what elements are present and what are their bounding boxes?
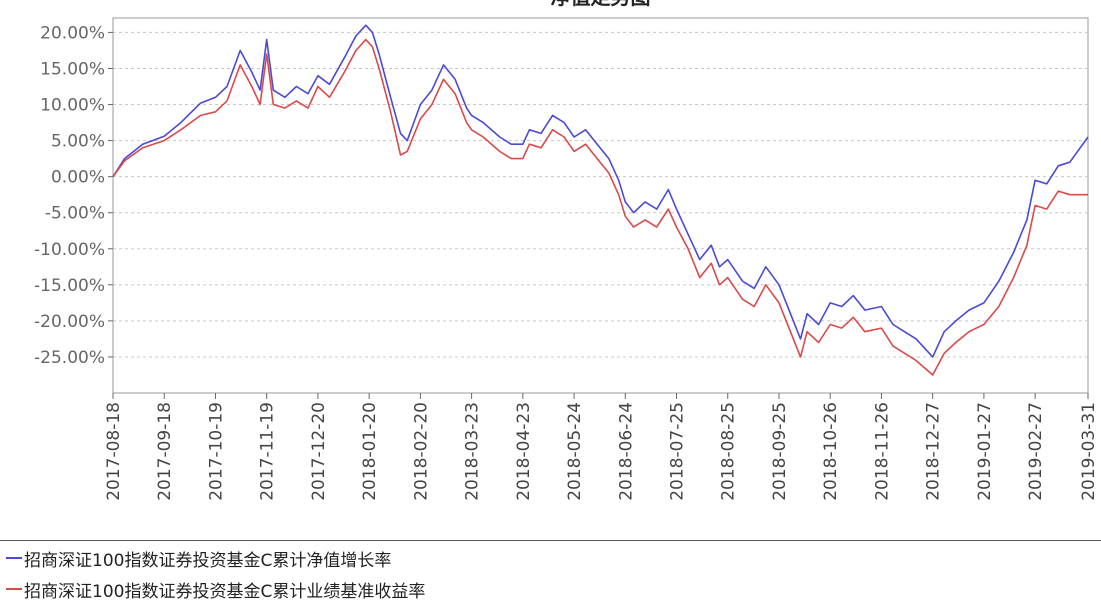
legend: 招商深证100指数证券投资基金C累计净值增长率 招商深证100指数证券投资基金C…	[0, 540, 1101, 605]
y-tick-label: -25.00%	[34, 348, 105, 368]
y-tick-label: -20.00%	[34, 312, 105, 332]
x-tick-label: 2017-10-19	[206, 402, 226, 501]
x-tick-label: 2017-12-20	[309, 402, 329, 501]
x-tick-label: 2018-05-24	[565, 402, 585, 501]
chart-canvas: 净值走势图 20.00% 15.00% 10.00% 5.00% 0.00% -5.00%…	[34, 0, 1099, 501]
plot-area	[112, 17, 1089, 394]
x-tick-label: 2018-03-23	[463, 402, 483, 501]
x-tick-label: 2018-06-24	[616, 402, 636, 501]
y-tick-label: -15.00%	[34, 276, 105, 296]
legend-item-benchmark: 招商深证100指数证券投资基金C累计业绩基准收益率	[6, 575, 425, 603]
series-line-benchmark-return	[112, 38, 1088, 376]
y-axis-ticks: 20.00% 15.00% 10.00% 5.00% 0.00% -5.00% -10.00…	[34, 23, 113, 368]
legend-item-nav: 招商深证100指数证券投资基金C累计净值增长率	[6, 544, 391, 572]
x-tick-label: 2018-07-25	[668, 402, 688, 501]
x-tick-label: 2019-01-27	[975, 402, 995, 501]
y-tick-label: -5.00%	[45, 204, 105, 224]
x-tick-label: 2019-03-31	[1079, 402, 1099, 501]
chart-title: 净值走势图	[551, 0, 651, 9]
y-tick-label: 20.00%	[40, 23, 105, 43]
x-tick-label: 2018-11-26	[872, 402, 892, 501]
x-tick-label: 2018-12-27	[924, 402, 944, 501]
x-tick-label: 2018-04-23	[514, 402, 534, 501]
y-tick-label: 10.00%	[40, 96, 105, 116]
x-tick-label: 2018-10-26	[821, 402, 841, 501]
x-tick-label: 2018-09-25	[770, 402, 790, 501]
series-line-nav-growth	[112, 24, 1089, 358]
y-tick-label: 5.00%	[51, 132, 105, 152]
legend-label-nav: 招商深证100指数证券投资基金C累计净值增长率	[24, 550, 392, 571]
x-tick-label: 2017-11-19	[258, 402, 278, 501]
grid-lines	[113, 31, 1088, 358]
x-tick-label: 2018-08-25	[719, 402, 739, 501]
y-tick-label: 0.00%	[51, 168, 105, 188]
legend-label-benchmark: 招商深证100指数证券投资基金C累计业绩基准收益率	[24, 581, 426, 602]
x-tick-label: 2019-02-27	[1026, 402, 1046, 501]
y-tick-label: 15.00%	[40, 59, 105, 79]
x-tick-label: 2017-08-18	[104, 402, 124, 501]
x-tick-label: 2017-09-18	[155, 402, 175, 501]
y-tick-label: -10.00%	[34, 240, 105, 260]
x-tick-label: 2018-02-20	[411, 402, 431, 501]
x-axis-ticks: 2017-08-18 2017-09-18 2017-10-19 2017-11-19…	[104, 393, 1099, 501]
legend-swatch-blue-icon	[6, 557, 22, 559]
series-lines	[112, 24, 1089, 376]
legend-swatch-red-icon	[6, 588, 22, 590]
x-tick-label: 2018-01-20	[360, 402, 380, 501]
